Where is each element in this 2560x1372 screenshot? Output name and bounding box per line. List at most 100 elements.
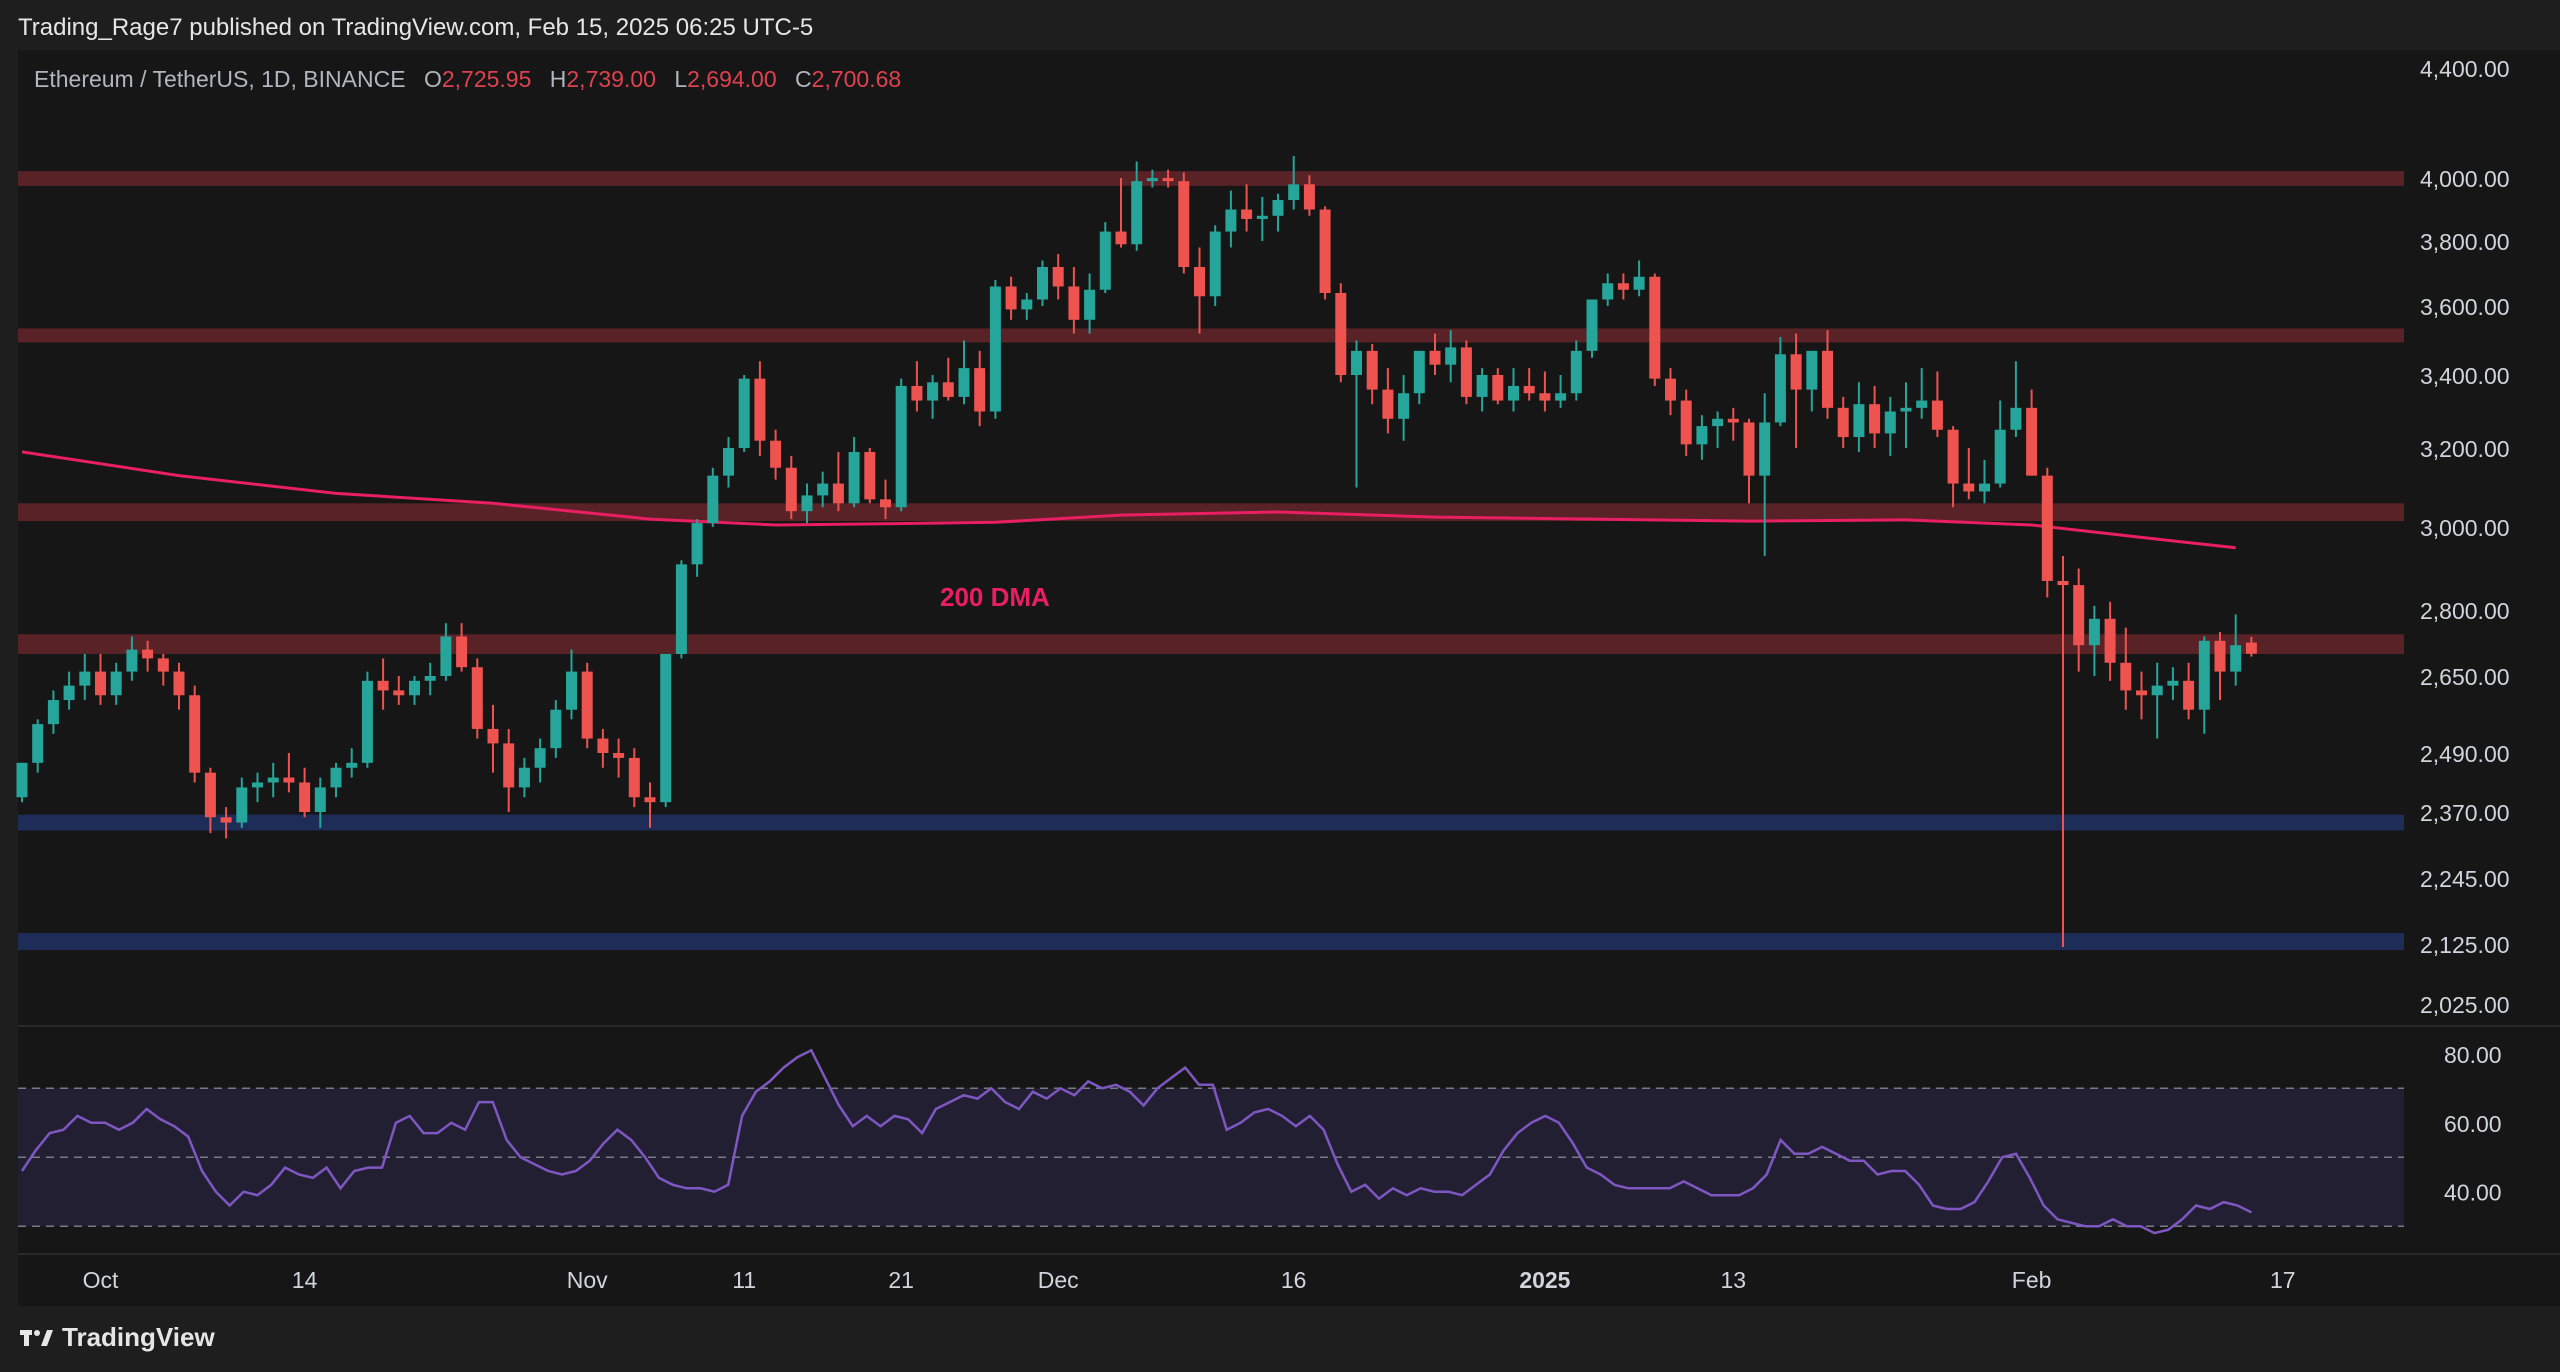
candle-body-120[interactable] [1900,407,1912,412]
candle-body-28[interactable] [456,636,468,668]
candle-body-17[interactable] [283,777,295,783]
candle-body-90[interactable] [1429,350,1441,365]
candle-body-91[interactable] [1445,347,1457,365]
candle-body-18[interactable] [299,782,311,813]
candle-body-29[interactable] [471,667,483,729]
candle-body-15[interactable] [252,782,263,788]
candle-body-137[interactable] [2167,680,2179,686]
candle-body-39[interactable] [628,757,640,798]
candle-body-40[interactable] [644,797,656,803]
candle-body-35[interactable] [566,671,577,710]
candle-body-55[interactable] [880,499,891,508]
candle-body-74[interactable] [1178,181,1190,267]
candle-body-121[interactable] [1916,400,1928,408]
candle-body-14[interactable] [236,787,248,823]
candle-body-63[interactable] [1005,286,1017,310]
candle-body-134[interactable] [2120,662,2132,691]
candle-body-23[interactable] [377,680,389,691]
candle-body-122[interactable] [1931,400,1943,430]
candle-body-119[interactable] [1884,411,1896,434]
candle-body-111[interactable] [1759,422,1771,476]
candle-body-26[interactable] [424,676,436,681]
candle-body-11[interactable] [189,695,201,773]
candle-body-127[interactable] [2010,407,2022,430]
candle-body-130[interactable] [2057,580,2069,586]
candle-body-94[interactable] [1492,375,1504,401]
candle-body-33[interactable] [534,748,546,768]
candle-body-59[interactable] [942,382,954,397]
candle-body-133[interactable] [2104,618,2116,663]
candle-body-95[interactable] [1508,385,1519,401]
candle-body-25[interactable] [409,680,420,696]
candle-body-53[interactable] [848,451,860,504]
candle-body-4[interactable] [79,671,91,686]
candle-body-79[interactable] [1256,215,1268,219]
candle-body-139[interactable] [2198,640,2210,710]
candle-body-114[interactable] [1806,350,1818,390]
candle-body-69[interactable] [1099,231,1111,290]
candle-body-98[interactable] [1555,393,1567,401]
candle-body-21[interactable] [346,762,358,768]
candle-body-126[interactable] [1994,429,2006,484]
candle-body-6[interactable] [110,671,122,696]
candle-body-83[interactable] [1319,209,1331,294]
candle-body-12[interactable] [204,772,216,818]
candle-body-109[interactable] [1727,418,1739,423]
candle-body-47[interactable] [754,378,766,441]
candle-body-41[interactable] [660,654,672,803]
candle-body-65[interactable] [1037,267,1048,300]
candle-body-136[interactable] [2151,685,2163,696]
candle-body-116[interactable] [1837,407,1849,438]
candle-body-129[interactable] [2041,475,2053,581]
candle-body-64[interactable] [1021,299,1033,310]
candle-body-68[interactable] [1084,289,1096,320]
candle-body-16[interactable] [267,777,279,783]
candle-body-103[interactable] [1633,276,1645,290]
candle-body-113[interactable] [1790,354,1802,390]
candle-body-48[interactable] [770,440,782,468]
candle-body-81[interactable] [1288,184,1300,201]
candle-body-22[interactable] [361,680,373,763]
candle-body-96[interactable] [1523,385,1535,394]
candle-body-0[interactable] [16,762,28,798]
candle-body-7[interactable] [126,649,138,672]
candle-body-58[interactable] [927,382,939,401]
candle-body-102[interactable] [1617,283,1629,290]
candle-body-112[interactable] [1774,354,1786,423]
candle-body-52[interactable] [832,483,844,504]
candle-body-60[interactable] [958,368,970,397]
candle-body-107[interactable] [1696,426,1708,445]
candle-body-42[interactable] [675,564,687,654]
candle-body-51[interactable] [817,483,829,496]
candle-body-46[interactable] [738,378,750,448]
candle-body-82[interactable] [1303,184,1315,210]
tradingview-brand[interactable]: TradingView [20,1322,215,1353]
candle-body-141[interactable] [2230,645,2242,672]
candle-body-70[interactable] [1115,231,1127,245]
candle-body-86[interactable] [1366,350,1378,390]
candle-body-44[interactable] [707,475,719,524]
candle-body-1[interactable] [32,724,44,763]
candle-body-20[interactable] [330,767,342,788]
candle-body-118[interactable] [1869,404,1881,434]
candle-body-13[interactable] [220,817,232,823]
candle-body-110[interactable] [1743,422,1755,476]
price-chart-svg[interactable]: 200 DMA 4,400.00 4,000.00 3,800.00 3,600.00 3… [0,0,2560,1306]
candle-body-24[interactable] [393,690,405,696]
candle-body-85[interactable] [1351,350,1362,375]
candle-body-89[interactable] [1413,350,1425,394]
candle-body-115[interactable] [1822,350,1833,408]
candle-body-27[interactable] [440,636,452,676]
candle-body-78[interactable] [1241,209,1253,219]
candle-body-75[interactable] [1194,267,1205,297]
candle-body-92[interactable] [1460,347,1472,397]
candle-body-67[interactable] [1068,286,1080,320]
candle-body-77[interactable] [1225,209,1237,232]
candle-body-54[interactable] [864,451,876,500]
candle-body-100[interactable] [1586,299,1598,351]
candle-body-76[interactable] [1209,231,1221,297]
candle-body-106[interactable] [1680,400,1692,445]
candle-body-72[interactable] [1146,178,1158,182]
candle-body-49[interactable] [785,467,797,512]
candle-body-30[interactable] [487,728,499,744]
